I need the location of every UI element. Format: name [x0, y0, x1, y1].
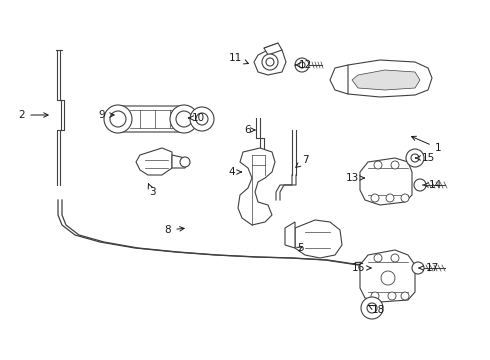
- Text: 9: 9: [98, 110, 114, 120]
- FancyBboxPatch shape: [120, 106, 182, 132]
- Circle shape: [401, 194, 409, 202]
- Circle shape: [104, 105, 132, 133]
- Polygon shape: [352, 70, 420, 90]
- Polygon shape: [360, 250, 415, 302]
- Circle shape: [371, 292, 379, 300]
- Circle shape: [374, 161, 382, 169]
- Text: 5: 5: [296, 243, 303, 253]
- Circle shape: [266, 58, 274, 66]
- Polygon shape: [254, 48, 286, 75]
- Circle shape: [190, 107, 214, 131]
- Circle shape: [381, 271, 395, 285]
- Text: 1: 1: [412, 136, 441, 153]
- Circle shape: [401, 292, 409, 300]
- Text: 13: 13: [345, 173, 365, 183]
- Text: 3: 3: [148, 184, 155, 197]
- Text: 16: 16: [351, 263, 371, 273]
- Polygon shape: [172, 155, 188, 168]
- Circle shape: [295, 58, 309, 72]
- Circle shape: [391, 161, 399, 169]
- Polygon shape: [295, 220, 342, 258]
- Text: 15: 15: [416, 153, 435, 163]
- Text: 6: 6: [245, 125, 255, 135]
- Circle shape: [371, 194, 379, 202]
- Circle shape: [388, 292, 396, 300]
- Circle shape: [110, 111, 126, 127]
- Circle shape: [406, 149, 424, 167]
- Polygon shape: [330, 65, 348, 94]
- Polygon shape: [338, 60, 432, 97]
- Circle shape: [180, 157, 190, 167]
- Polygon shape: [360, 158, 412, 205]
- Text: 11: 11: [228, 53, 248, 64]
- Text: 14: 14: [423, 180, 441, 190]
- Circle shape: [412, 262, 424, 274]
- Polygon shape: [264, 43, 282, 55]
- Circle shape: [361, 297, 383, 319]
- Circle shape: [196, 113, 208, 125]
- Text: 8: 8: [165, 225, 184, 235]
- Circle shape: [176, 111, 192, 127]
- Text: 2: 2: [19, 110, 48, 120]
- Circle shape: [262, 54, 278, 70]
- Circle shape: [386, 194, 394, 202]
- Text: 4: 4: [229, 167, 241, 177]
- Circle shape: [414, 179, 426, 191]
- Circle shape: [391, 254, 399, 262]
- Text: 17: 17: [419, 263, 439, 273]
- Circle shape: [374, 254, 382, 262]
- Text: 7: 7: [296, 155, 308, 167]
- Text: 10: 10: [189, 113, 204, 123]
- Polygon shape: [136, 148, 172, 175]
- Circle shape: [367, 303, 377, 313]
- Circle shape: [299, 62, 305, 68]
- Circle shape: [411, 154, 419, 162]
- Polygon shape: [238, 148, 275, 225]
- Polygon shape: [285, 222, 295, 248]
- Text: 18: 18: [368, 305, 385, 315]
- Text: 12: 12: [295, 60, 312, 70]
- Circle shape: [170, 105, 198, 133]
